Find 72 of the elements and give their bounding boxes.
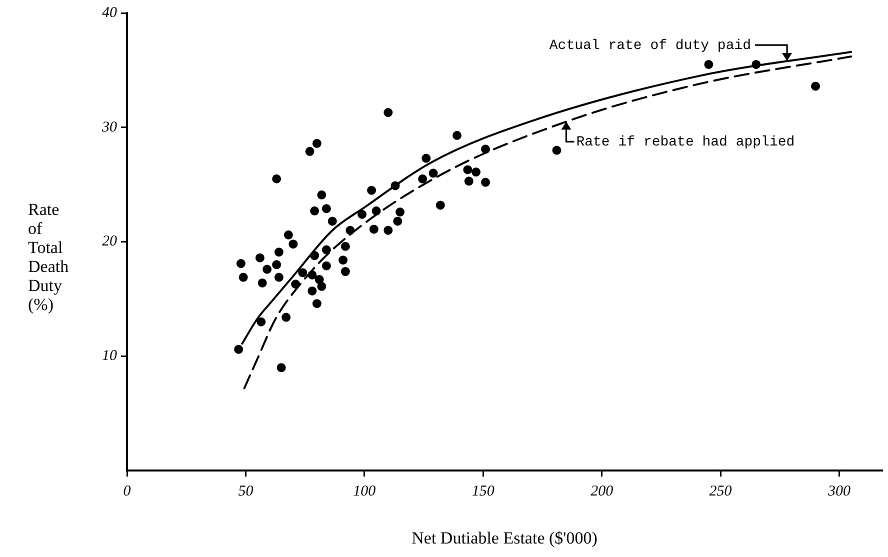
x-tick-label: 200 [590,484,614,500]
point [284,230,293,240]
x-tick-label: 50 [238,484,254,500]
x-tick-label: 100 [353,484,376,500]
x-tick-label: 300 [827,484,852,500]
point [291,280,300,289]
point [322,261,331,270]
annotation: Actual rate of duty paid [549,38,752,54]
point [481,144,490,154]
point [238,272,248,282]
point [452,130,462,140]
x-axis-title: Net Dutiable Estate ($'000) [412,528,598,548]
point [288,240,298,249]
y-tick-label: 20 [102,234,118,250]
point [428,168,438,178]
point [472,168,481,177]
point [346,226,355,235]
point [276,363,286,372]
point [396,208,405,217]
point [236,259,246,268]
point [317,282,326,291]
point [310,206,320,216]
y-tick-label: 30 [101,119,118,136]
point [308,286,317,296]
point [308,270,317,280]
point [340,267,350,276]
point [340,242,350,251]
point [367,186,376,195]
point [272,174,282,184]
point [312,138,322,148]
point [372,206,381,216]
x-tick-label: 0 [123,484,132,500]
point [322,245,331,254]
point [752,60,761,69]
point [274,248,284,257]
point [384,108,393,118]
point [436,200,445,210]
point [312,299,322,308]
point [811,82,820,91]
y-tick-label: 40 [102,4,118,21]
point [704,60,714,69]
point [234,344,244,354]
point [463,165,472,174]
point [317,190,326,200]
point [282,312,291,322]
point [481,178,490,187]
y-tick-label: 10 [102,348,118,364]
point [262,264,272,274]
point [384,226,393,235]
point [274,272,284,282]
point [358,210,367,219]
point [255,253,264,262]
point [464,176,474,186]
y-axis-title: Rate of Total Death Duty (%) [28,200,69,314]
point [322,204,331,214]
point [258,278,267,288]
point [310,251,320,260]
x-tick-label: 250 [709,484,732,500]
point [338,256,348,265]
annotation: Rate if rebate had applied [576,134,795,150]
point [369,224,378,234]
point [390,181,400,190]
point [256,317,266,326]
point [393,216,402,226]
point [305,146,314,156]
point [298,268,308,278]
point [422,154,431,163]
point [552,146,562,155]
point [418,174,428,184]
x-tick-label: 150 [472,484,495,500]
point [272,260,282,270]
point [328,216,337,226]
